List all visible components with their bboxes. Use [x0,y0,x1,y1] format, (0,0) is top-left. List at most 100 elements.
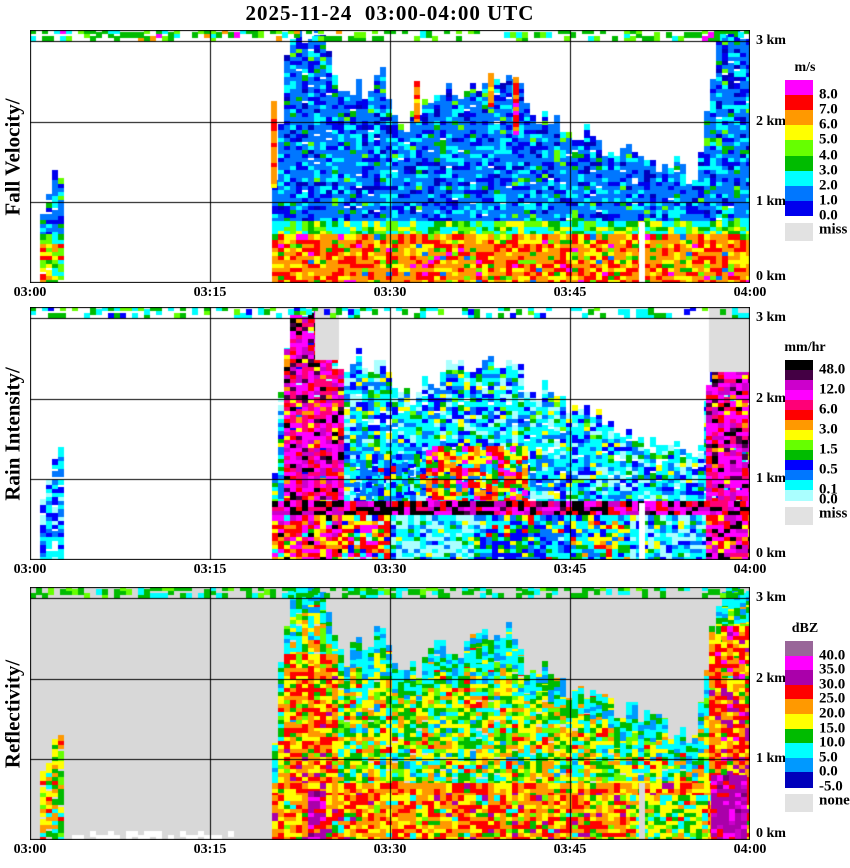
colorbar-block [785,390,813,401]
colorbar-tick-label: 40.0 [819,647,846,664]
height-tick-label: 0 km [756,546,786,561]
colorbar-tick-label: 6.0 [819,401,838,418]
colorbar-block [785,470,813,481]
colorbar-block [785,170,813,187]
colorbar-block [785,155,813,172]
colorbar-tick-label: 0.0 [819,491,838,508]
colorbar-missing-label: miss [819,505,848,522]
colorbar-unit-label: dBZ [791,621,819,636]
fall-velocity-heatmap [30,30,750,283]
colorbar-block [785,185,813,202]
colorbar-missing-swatch [785,222,813,241]
time-tick-label: 04:00 [733,285,767,300]
time-tick-label: 03:00 [13,562,47,577]
colorbar-tick-label: 5.0 [819,131,838,148]
time-tick-label: 03:15 [193,562,227,577]
time-tick-label: 03:15 [193,842,227,857]
colorbar-tick-label: 3.0 [819,162,838,179]
time-tick-label: 04:00 [733,842,767,857]
height-tick-label: 1 km [756,194,786,210]
colorbar-block [785,743,813,759]
colorbar-tick-label: 4.0 [819,147,838,163]
colorbar-block [785,360,813,371]
colorbar-block [785,655,813,671]
height-tick-label: 2 km [756,670,786,686]
colorbar-missing-label: miss [819,221,848,238]
height-tick-label: 1 km [756,471,786,487]
time-tick-label: 03:45 [553,842,587,857]
colorbar-tick-label: 0.1 [819,481,838,498]
colorbar-tick-label: 0.0 [819,763,838,780]
colorbar-missing-label: none [819,792,850,809]
time-tick-label: 03:30 [373,562,407,577]
colorbar-tick-label: 2.0 [819,177,838,194]
colorbar-tick-label: 1.5 [819,441,838,458]
colorbar-tick-label: 35.0 [819,661,846,678]
colorbar-tick-label: 5.0 [819,749,838,766]
colorbar-tick-label: 15.0 [819,720,846,737]
colorbar-block [785,772,813,788]
time-tick-label: 03:15 [193,285,227,300]
colorbar-block [785,641,813,657]
colorbar-tick-label: 0.0 [819,207,838,224]
height-tick-label: 3 km [756,309,786,325]
reflectivity-heatmap [30,587,750,840]
colorbar-block [785,110,813,126]
rain-intensity-axis-title: Rain Intensity/ [0,366,25,501]
height-tick-label: 3 km [756,32,786,48]
time-tick-label: 03:00 [13,285,47,300]
colorbar-block [785,684,813,700]
height-tick-label: 0 km [756,826,786,841]
colorbar-block [785,714,813,730]
colorbar-tick-label: 0.5 [819,461,838,478]
time-tick-label: 03:45 [553,562,587,577]
colorbar-block [785,757,813,773]
colorbar-block [785,450,813,461]
height-tick-label: 2 km [756,390,786,406]
height-tick-label: 3 km [756,589,786,605]
colorbar-block [785,490,813,501]
height-tick-label: 0 km [756,269,786,284]
colorbar-tick-label: 3.0 [819,421,838,438]
colorbar-block [785,380,813,391]
colorbar-missing-swatch [785,794,813,812]
colorbar-tick-label: 12.0 [819,381,846,398]
colorbar-block [785,440,813,451]
colorbar-block [785,410,813,421]
colorbar-block [785,400,813,411]
colorbar-missing-swatch [785,507,813,525]
colorbar-block [785,728,813,744]
colorbar-tick-label: 10.0 [819,734,846,751]
reflectivity-axis-title: Reflectivity/ [0,659,25,768]
colorbar-tick-label: -5.0 [819,778,843,795]
time-tick-label: 03:30 [373,842,407,857]
height-tick-label: 2 km [756,113,786,129]
figure-title: 2025-11-24 03:00-04:00 UTC [245,1,535,25]
colorbar-unit-label: m/s [794,60,816,75]
colorbar-block [785,95,813,111]
colorbar-block [785,430,813,441]
colorbar-tick-label: 1.0 [819,192,838,209]
time-tick-label: 04:00 [733,562,767,577]
colorbar-block [785,140,813,157]
height-tick-label: 1 km [756,751,786,767]
colorbar-tick-label: 7.0 [819,101,838,118]
colorbar-block [785,200,813,217]
colorbar-tick-label: 25.0 [819,690,846,707]
colorbar-block [785,460,813,471]
colorbar-unit-label: mm/hr [784,340,826,355]
colorbar-block [785,699,813,715]
colorbar-block [785,370,813,381]
time-tick-label: 03:30 [373,285,407,300]
colorbar-tick-label: 6.0 [819,116,838,133]
colorbar-block [785,420,813,431]
time-tick-label: 03:00 [13,842,47,857]
colorbar-block [785,80,813,96]
colorbar-tick-label: 20.0 [819,705,846,722]
colorbar-block [785,670,813,686]
colorbar-block [785,480,813,491]
rain-intensity-heatmap [30,307,750,560]
fall-velocity-axis-title: Fall Velocity/ [0,97,25,216]
colorbar-block [785,125,813,141]
